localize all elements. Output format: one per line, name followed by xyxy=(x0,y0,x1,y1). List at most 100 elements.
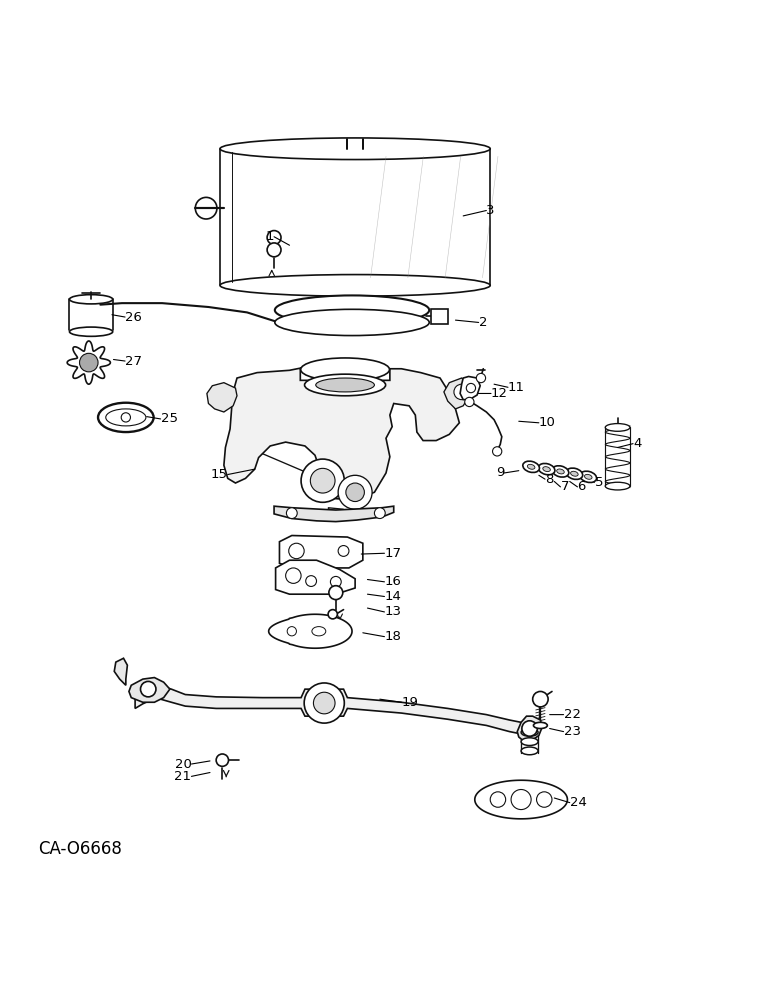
Ellipse shape xyxy=(552,466,569,477)
Text: 21: 21 xyxy=(174,770,191,783)
Ellipse shape xyxy=(220,275,490,296)
Circle shape xyxy=(465,397,474,407)
Circle shape xyxy=(304,683,344,723)
Circle shape xyxy=(289,543,304,559)
Text: 14: 14 xyxy=(384,590,401,603)
Bar xyxy=(431,309,448,324)
Text: 22: 22 xyxy=(564,708,581,721)
Ellipse shape xyxy=(106,409,146,426)
Circle shape xyxy=(267,243,281,257)
Text: 7: 7 xyxy=(560,480,569,493)
Text: 2: 2 xyxy=(479,316,487,329)
Text: 27: 27 xyxy=(125,355,142,368)
Text: 20: 20 xyxy=(174,758,191,771)
Circle shape xyxy=(313,692,335,714)
Polygon shape xyxy=(269,614,352,648)
Circle shape xyxy=(286,508,297,519)
Text: 15: 15 xyxy=(211,468,228,481)
Text: 25: 25 xyxy=(161,412,178,425)
Ellipse shape xyxy=(533,722,547,729)
Ellipse shape xyxy=(98,403,154,432)
Circle shape xyxy=(454,384,469,400)
Circle shape xyxy=(141,681,156,697)
Ellipse shape xyxy=(304,374,385,396)
Text: 11: 11 xyxy=(508,381,525,394)
Polygon shape xyxy=(279,536,363,568)
Text: 9: 9 xyxy=(496,466,504,479)
Polygon shape xyxy=(114,658,127,685)
Ellipse shape xyxy=(605,482,630,490)
Circle shape xyxy=(329,586,343,600)
Text: 3: 3 xyxy=(486,204,495,217)
Ellipse shape xyxy=(316,378,374,392)
Text: 4: 4 xyxy=(633,437,642,450)
Circle shape xyxy=(533,691,548,707)
Polygon shape xyxy=(444,378,469,409)
Ellipse shape xyxy=(69,327,113,336)
Circle shape xyxy=(476,373,486,383)
Text: 13: 13 xyxy=(384,605,401,618)
Polygon shape xyxy=(460,376,480,400)
Ellipse shape xyxy=(605,424,630,431)
Circle shape xyxy=(286,568,301,583)
Circle shape xyxy=(80,353,98,372)
Polygon shape xyxy=(517,716,542,741)
Polygon shape xyxy=(135,685,529,735)
Circle shape xyxy=(267,231,281,244)
Circle shape xyxy=(328,610,337,619)
Circle shape xyxy=(216,754,229,766)
Polygon shape xyxy=(475,780,567,819)
Polygon shape xyxy=(129,678,170,702)
Ellipse shape xyxy=(220,138,490,160)
Polygon shape xyxy=(224,367,459,500)
Ellipse shape xyxy=(584,474,592,479)
Circle shape xyxy=(493,447,502,456)
Circle shape xyxy=(310,468,335,493)
Circle shape xyxy=(346,483,364,502)
Text: 12: 12 xyxy=(491,387,508,400)
Circle shape xyxy=(537,792,552,807)
Ellipse shape xyxy=(300,358,389,381)
Text: 26: 26 xyxy=(125,311,142,324)
Polygon shape xyxy=(328,508,344,522)
Text: 19: 19 xyxy=(401,696,418,709)
Ellipse shape xyxy=(275,295,429,325)
Polygon shape xyxy=(207,383,237,412)
Ellipse shape xyxy=(557,469,564,474)
Circle shape xyxy=(301,459,344,502)
Circle shape xyxy=(374,508,385,519)
Ellipse shape xyxy=(523,461,540,472)
Text: 24: 24 xyxy=(570,796,587,809)
Text: CA-O6668: CA-O6668 xyxy=(39,840,123,858)
Circle shape xyxy=(511,790,531,810)
Ellipse shape xyxy=(566,468,583,479)
Ellipse shape xyxy=(538,463,555,475)
Circle shape xyxy=(338,475,372,509)
Text: 23: 23 xyxy=(564,725,581,738)
Circle shape xyxy=(195,197,217,219)
Circle shape xyxy=(287,627,296,636)
Circle shape xyxy=(466,383,476,393)
Circle shape xyxy=(490,792,506,807)
Text: 5: 5 xyxy=(594,476,603,489)
Polygon shape xyxy=(67,341,110,384)
Circle shape xyxy=(522,721,537,736)
Ellipse shape xyxy=(580,471,597,483)
Circle shape xyxy=(121,413,130,422)
Ellipse shape xyxy=(69,295,113,304)
Circle shape xyxy=(306,576,317,586)
Text: 6: 6 xyxy=(577,480,586,493)
Polygon shape xyxy=(274,506,394,522)
Circle shape xyxy=(338,546,349,556)
Polygon shape xyxy=(276,560,355,594)
Text: 1: 1 xyxy=(266,230,274,243)
Text: 16: 16 xyxy=(384,575,401,588)
Ellipse shape xyxy=(527,464,535,469)
Ellipse shape xyxy=(543,467,550,472)
Text: 8: 8 xyxy=(545,473,554,486)
Ellipse shape xyxy=(521,729,538,736)
Text: 10: 10 xyxy=(539,416,556,429)
Ellipse shape xyxy=(312,627,326,636)
Circle shape xyxy=(330,576,341,587)
Ellipse shape xyxy=(275,309,429,336)
